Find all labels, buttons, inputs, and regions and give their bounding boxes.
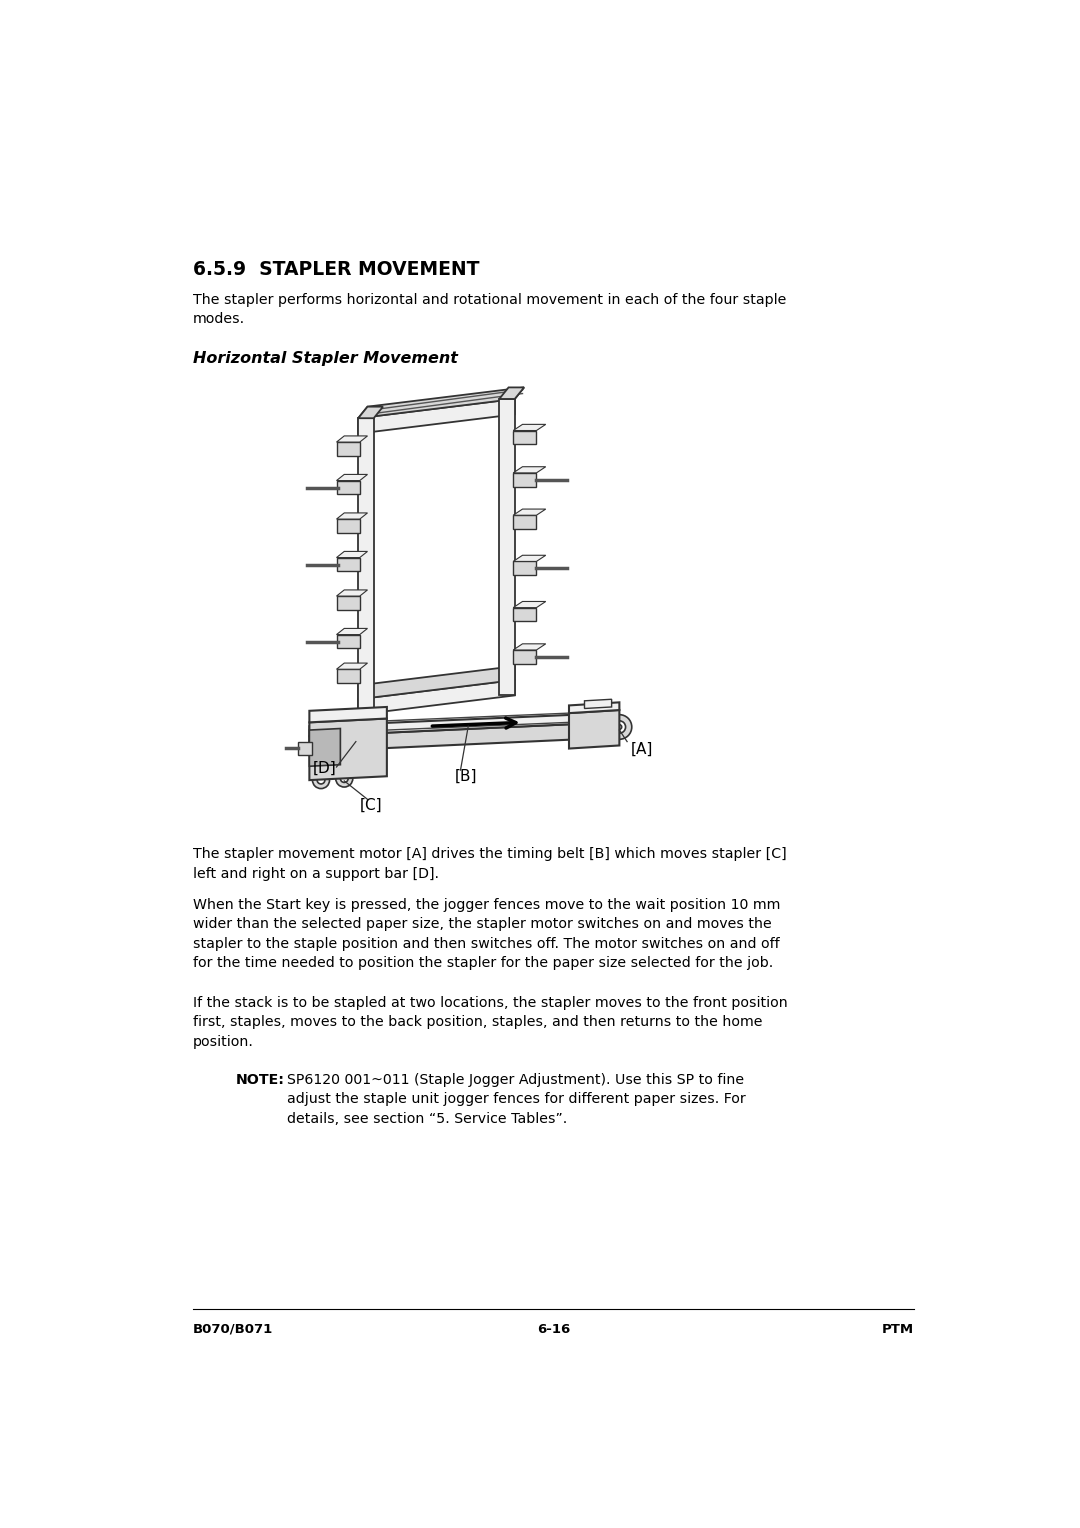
- Text: PTM: PTM: [881, 1323, 914, 1335]
- Polygon shape: [337, 669, 360, 683]
- Polygon shape: [359, 680, 515, 715]
- Polygon shape: [298, 741, 312, 755]
- Polygon shape: [337, 552, 367, 558]
- Text: [B]: [B]: [455, 769, 476, 784]
- Polygon shape: [309, 718, 387, 781]
- Text: Horizontal Stapler Movement: Horizontal Stapler Movement: [193, 351, 458, 367]
- Polygon shape: [513, 425, 545, 431]
- Text: B070/B071: B070/B071: [193, 1323, 273, 1335]
- Polygon shape: [359, 666, 515, 700]
- Text: The stapler performs horizontal and rotational movement in each of the four stap: The stapler performs horizontal and rota…: [193, 293, 786, 325]
- Polygon shape: [513, 431, 537, 445]
- Polygon shape: [499, 388, 524, 399]
- Circle shape: [312, 772, 329, 788]
- Polygon shape: [337, 663, 367, 669]
- Polygon shape: [337, 596, 360, 610]
- Text: When the Start key is pressed, the jogger fences move to the wait position 10 mm: When the Start key is pressed, the jogge…: [193, 898, 781, 970]
- Polygon shape: [513, 555, 545, 561]
- Text: [C]: [C]: [360, 798, 382, 813]
- Polygon shape: [309, 729, 340, 766]
- Polygon shape: [337, 520, 360, 533]
- Polygon shape: [584, 700, 611, 709]
- Polygon shape: [309, 714, 611, 736]
- Circle shape: [613, 721, 625, 733]
- Text: [A]: [A]: [631, 741, 653, 756]
- Text: NOTE:: NOTE:: [235, 1073, 285, 1086]
- Polygon shape: [337, 481, 360, 495]
- Polygon shape: [569, 711, 619, 749]
- Polygon shape: [359, 406, 383, 419]
- Polygon shape: [309, 723, 611, 752]
- Polygon shape: [513, 643, 545, 649]
- Polygon shape: [337, 558, 360, 571]
- Polygon shape: [513, 466, 545, 472]
- Circle shape: [607, 715, 632, 740]
- Circle shape: [617, 724, 622, 729]
- Polygon shape: [513, 602, 545, 608]
- Text: The stapler movement motor [A] drives the timing belt [B] which moves stapler [C: The stapler movement motor [A] drives th…: [193, 847, 786, 880]
- Text: If the stack is to be stapled at two locations, the stapler moves to the front p: If the stack is to be stapled at two loc…: [193, 996, 788, 1048]
- Polygon shape: [337, 442, 360, 455]
- Circle shape: [336, 770, 353, 787]
- Polygon shape: [309, 707, 387, 723]
- Polygon shape: [337, 634, 360, 648]
- Polygon shape: [337, 513, 367, 520]
- Text: SP6120 001~011 (Staple Jogger Adjustment). Use this SP to fine
adjust the staple: SP6120 001~011 (Staple Jogger Adjustment…: [287, 1073, 745, 1126]
- Circle shape: [318, 776, 325, 784]
- Circle shape: [340, 775, 348, 782]
- Text: 6-16: 6-16: [537, 1323, 570, 1335]
- Polygon shape: [513, 515, 537, 529]
- Polygon shape: [337, 474, 367, 481]
- Polygon shape: [569, 703, 619, 714]
- Polygon shape: [359, 388, 524, 419]
- Polygon shape: [337, 435, 367, 442]
- Polygon shape: [337, 628, 367, 634]
- Polygon shape: [513, 509, 545, 515]
- Polygon shape: [499, 399, 515, 695]
- Polygon shape: [359, 419, 374, 715]
- Text: 6.5.9  STAPLER MOVEMENT: 6.5.9 STAPLER MOVEMENT: [193, 260, 480, 280]
- Polygon shape: [513, 608, 537, 622]
- Polygon shape: [513, 649, 537, 663]
- Polygon shape: [513, 561, 537, 575]
- Polygon shape: [337, 590, 367, 596]
- Polygon shape: [359, 399, 515, 434]
- Text: [D]: [D]: [313, 761, 337, 776]
- Polygon shape: [513, 472, 537, 487]
